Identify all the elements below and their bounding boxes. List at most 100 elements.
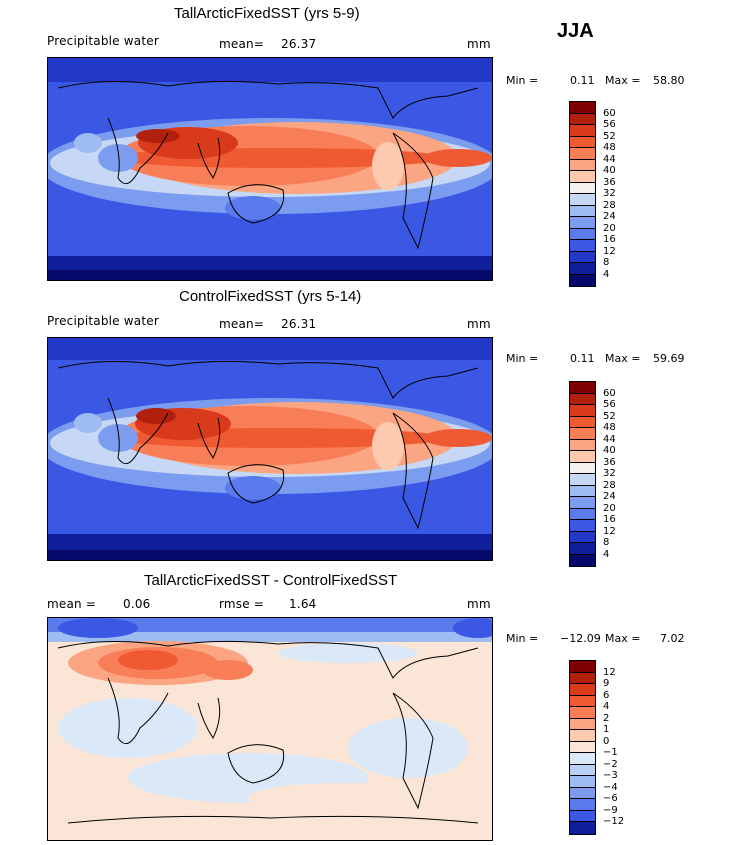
colorbar-swatch: [570, 684, 595, 696]
colorbar-tick-label: 48: [603, 422, 616, 433]
panel3-max-label: Max =: [605, 632, 641, 645]
panel1-units: mm: [467, 37, 491, 51]
colorbar-swatch: [570, 171, 595, 183]
panel2-mean-label: mean=: [219, 317, 265, 331]
panel1-map-svg: [48, 58, 492, 280]
colorbar-swatch: [570, 405, 595, 417]
colorbar-swatch: [570, 707, 595, 719]
panel1-max-label: Max =: [605, 74, 641, 87]
colorbar-tick-label: −3: [603, 770, 618, 781]
colorbar-tick-label: 9: [603, 678, 610, 689]
colorbar-tick-label: 56: [603, 399, 616, 410]
panel2-max-label: Max =: [605, 352, 641, 365]
colorbar-tick-label: 20: [603, 502, 616, 514]
panel3-map-svg: [48, 618, 492, 840]
colorbar-swatch: [570, 205, 595, 217]
colorbar-tick-label: 56: [603, 119, 616, 130]
colorbar-swatch: [570, 125, 595, 137]
colorbar-tick-label: 16: [603, 234, 616, 245]
colorbar-tick-label: 24: [603, 491, 616, 502]
panel1-mean-label: mean=: [219, 37, 265, 51]
colorbar-tick-label: 8: [603, 537, 610, 548]
colorbar-tick-label: 44: [603, 433, 616, 445]
panel2-map-svg: [48, 338, 492, 560]
panel3-rmse-label: rmse =: [219, 597, 265, 611]
colorbar-tick-label: −6: [603, 793, 618, 804]
colorbar-swatch: [570, 764, 595, 776]
panel1-mean-value: 26.37: [281, 37, 317, 51]
colorbar-tick-label: 32: [603, 468, 616, 479]
panel3-mean-label: mean =: [47, 597, 97, 611]
panel2-variable-label: Precipitable water: [47, 314, 159, 328]
colorbar-tick-label: 52: [603, 410, 616, 422]
colorbar-tick-label: 52: [603, 130, 616, 142]
panel2-max-value: 59.69: [653, 352, 685, 365]
colorbar-swatch: [570, 274, 595, 286]
panel1-max-value: 58.80: [653, 74, 685, 87]
panel1-min-label: Min =: [506, 74, 539, 87]
colorbar-tick-label: 2: [603, 712, 610, 724]
colorbar-tick-label: 4: [603, 548, 610, 560]
colorbar-swatch: [570, 148, 595, 160]
colorbar-tick-label: 0: [603, 735, 610, 747]
panel3-title: TallArcticFixedSST - ControlFixedSST: [144, 572, 398, 589]
colorbar-swatch: [570, 159, 595, 171]
colorbar-swatch: [570, 822, 595, 834]
colorbar-swatch: [570, 753, 595, 765]
colorbar-tick-label: 40: [603, 445, 616, 456]
colorbar-swatch: [570, 263, 595, 275]
colorbar-tick-label: 40: [603, 165, 616, 176]
panel3-max-value: 7.02: [660, 632, 685, 645]
colorbar-tick-label: 4: [603, 701, 610, 712]
colorbar-tick-label: 36: [603, 176, 616, 188]
colorbar-swatch: [570, 251, 595, 263]
panel3-map: [47, 617, 493, 841]
panel2-title: ControlFixedSST (yrs 5-14): [179, 288, 362, 305]
colorbar-swatch: [570, 217, 595, 229]
colorbar-swatch: [570, 428, 595, 440]
panel3-min-label: Min =: [506, 632, 539, 645]
colorbar-tick-label: 12: [603, 666, 616, 678]
colorbar-tick-label: 12: [603, 245, 616, 257]
colorbar-tick-label: 32: [603, 188, 616, 199]
colorbar-swatch: [570, 718, 595, 730]
colorbar-swatch: [570, 102, 595, 114]
colorbar-tick-label: 4: [603, 268, 610, 280]
colorbar-swatch: [570, 741, 595, 753]
panel3-mean-value: 0.06: [123, 597, 151, 611]
colorbar-swatch: [570, 182, 595, 194]
panel3-min-value: −12.09: [560, 632, 601, 645]
colorbar-tick-label: −4: [603, 781, 618, 793]
colorbar-swatch: [570, 439, 595, 451]
colorbar-swatch: [570, 474, 595, 486]
colorbar-tick-label: 6: [603, 689, 610, 701]
season-label: JJA: [557, 20, 594, 42]
colorbar-tick-label: 36: [603, 456, 616, 468]
colorbar-swatch: [570, 113, 595, 125]
colorbar-tick-label: 48: [603, 142, 616, 153]
colorbar-swatch: [570, 672, 595, 684]
colorbar-swatch: [570, 382, 595, 394]
colorbar-tick-label: 16: [603, 514, 616, 525]
colorbar-swatch: [570, 730, 595, 742]
colorbar-swatch: [570, 416, 595, 428]
panel2-mean-value: 26.31: [281, 317, 317, 331]
colorbar-tick-label: 8: [603, 257, 610, 268]
colorbar-tick-label: 1: [603, 724, 610, 735]
colorbar-tick-label: −1: [603, 747, 618, 758]
colorbar-swatch: [570, 228, 595, 240]
colorbar-tick-label: 60: [603, 107, 616, 119]
colorbar-swatch: [570, 462, 595, 474]
panel2-map: [47, 337, 493, 561]
colorbar-swatch: [570, 485, 595, 497]
colorbar-tick-label: 60: [603, 387, 616, 399]
panel2-min-value: 0.11: [570, 352, 595, 365]
colorbar-swatch: [570, 531, 595, 543]
colorbar-tick-label: −2: [603, 758, 618, 770]
colorbar-tick-label: −9: [603, 804, 618, 816]
panel3-rmse-value: 1.64: [289, 597, 317, 611]
colorbar-swatch: [570, 695, 595, 707]
panel3-units: mm: [467, 597, 491, 611]
colorbar-tick-label: 20: [603, 222, 616, 234]
colorbar-swatch: [570, 520, 595, 532]
